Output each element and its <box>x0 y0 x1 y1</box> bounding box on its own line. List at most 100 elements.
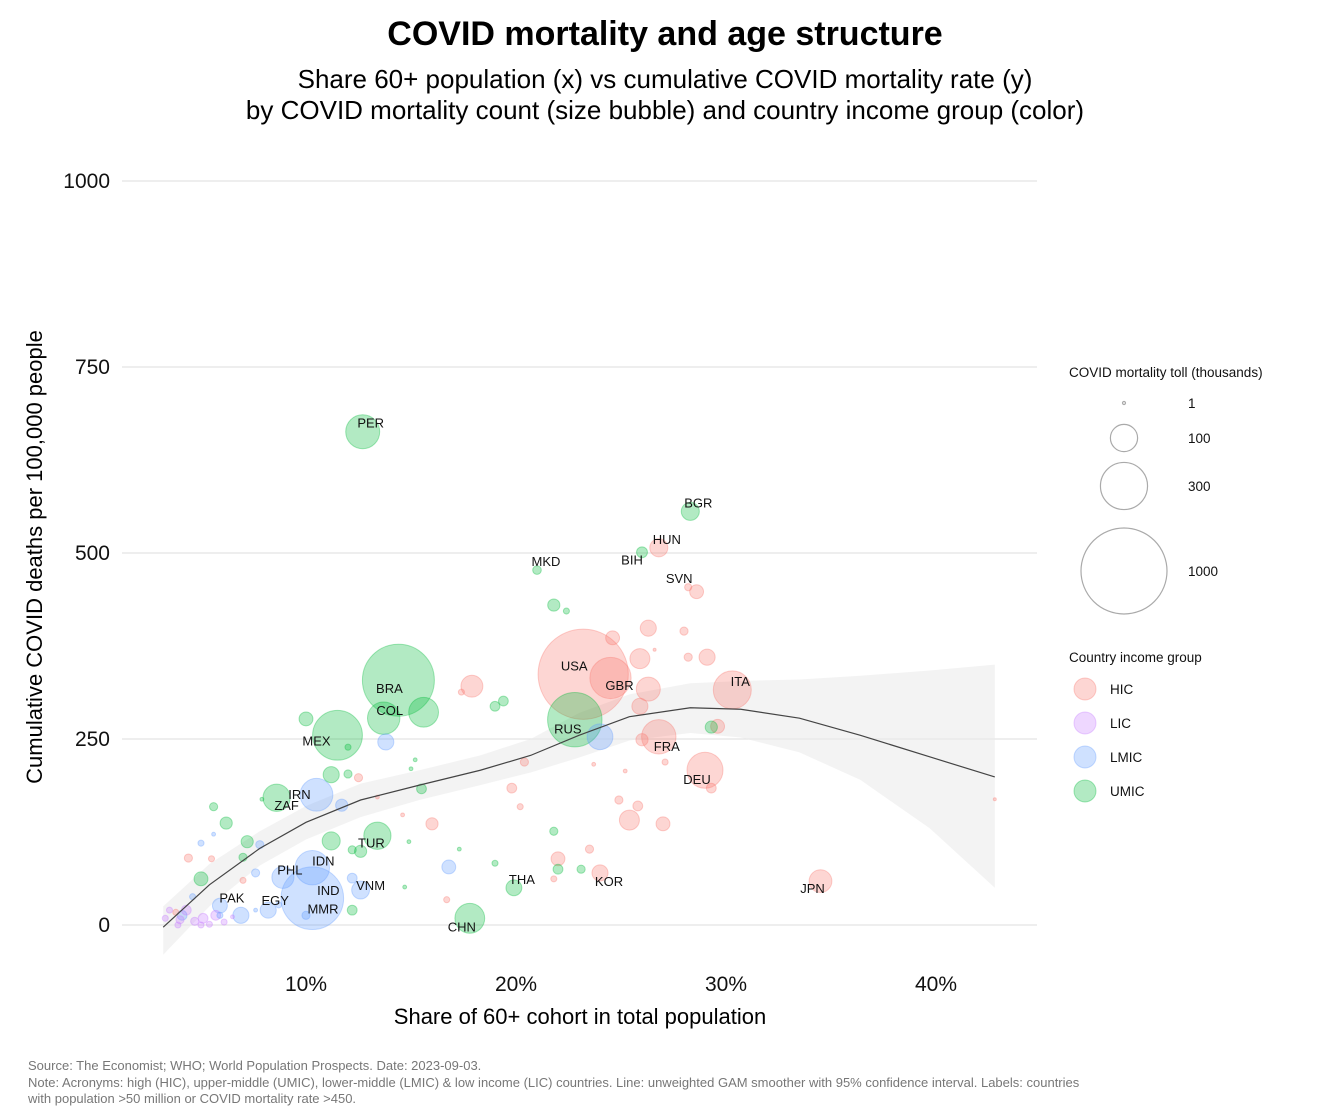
size-legend-circle <box>1099 461 1149 511</box>
bubble-umic <box>491 859 499 867</box>
bubble-bgr <box>680 501 700 521</box>
bubble-phl <box>271 865 295 889</box>
bubble-hic <box>689 584 705 600</box>
bubble-vnm <box>351 880 371 900</box>
bubble-lmic <box>197 839 205 847</box>
bubble-fra <box>641 719 677 755</box>
bubble-umic <box>497 695 509 707</box>
bubble-umic <box>347 845 357 855</box>
bubble-lic <box>230 914 235 920</box>
bubble-umic <box>412 757 418 763</box>
bubble-hic <box>629 648 651 670</box>
bubble-umic <box>406 839 412 845</box>
bubble-umic <box>456 846 462 852</box>
country-label-per: PER <box>357 416 384 431</box>
bubble-hic <box>705 782 717 794</box>
bubble-lmic <box>346 872 358 884</box>
country-label-pak: PAK <box>219 891 244 906</box>
bubble-lic <box>197 921 205 929</box>
bubble-idn <box>294 850 331 886</box>
size-legend-circle <box>1109 423 1139 453</box>
bubbles <box>161 414 997 934</box>
country-label-bra: BRA <box>376 681 403 696</box>
bubble-hic <box>992 797 997 802</box>
country-label-zaf: ZAF <box>274 798 299 813</box>
bubble-hic <box>652 647 657 652</box>
bubble-hic <box>239 876 247 884</box>
bubble-hic <box>584 844 595 854</box>
bubble-umic <box>298 711 314 727</box>
smoother-line <box>162 707 995 928</box>
bubble-lmic <box>255 840 265 850</box>
country-label-mex: MEX <box>302 733 331 748</box>
country-label-egy: EGY <box>261 893 289 908</box>
bubble-hic <box>683 652 693 662</box>
legend-label-umic: UMIC <box>1110 784 1145 799</box>
bubble-hic <box>618 809 640 831</box>
bubble-umic <box>240 835 254 849</box>
bubble-lic <box>205 920 213 928</box>
footer-note-2: with population >50 million or COVID mor… <box>27 1091 356 1106</box>
gam-smoother-line <box>162 707 995 928</box>
bubble-umic <box>322 766 340 784</box>
bubble-usa <box>537 628 629 720</box>
bubble-umic <box>552 863 564 875</box>
y-tick-label: 0 <box>98 914 110 937</box>
bubble-hic <box>443 896 451 904</box>
country-label-deu: DEU <box>683 772 710 787</box>
bubble-lmic <box>377 733 395 751</box>
country-label-mmr: MMR <box>307 901 338 916</box>
y-tick-label: 250 <box>75 728 110 751</box>
footer-source: Source: The Economist; WHO; World Popula… <box>28 1058 481 1073</box>
bubble-lmic <box>275 901 283 909</box>
bubble-svn <box>684 583 693 592</box>
bubble-lmic <box>232 906 250 924</box>
confidence-band <box>163 664 995 955</box>
bubble-hic <box>519 757 529 767</box>
country-label-tur: TUR <box>358 836 385 851</box>
bubble-hic <box>550 851 566 867</box>
country-label-usa: USA <box>561 658 588 673</box>
color-legend-title: Country income group <box>1069 650 1202 665</box>
bubble-pak <box>211 897 228 914</box>
chart-subtitle-line2: by COVID mortality count (size bubble) a… <box>246 95 1084 125</box>
y-tick-label: 500 <box>75 542 110 565</box>
confidence-interval-band <box>163 664 995 955</box>
country-label-bgr: BGR <box>684 495 712 510</box>
bubble-hic <box>183 853 193 863</box>
bubble-umic <box>549 826 559 836</box>
bubble-umic <box>576 864 586 874</box>
bubble-lmic <box>253 907 259 913</box>
bubble-hic <box>457 688 465 696</box>
bubble-hic <box>550 875 558 883</box>
bubble-jpn <box>808 869 833 893</box>
size-legend-label: 100 <box>1188 431 1211 446</box>
y-axis-ticks: 0 250 500 750 1000 <box>63 170 110 937</box>
bubble-hic <box>622 768 628 774</box>
bubble-umic <box>219 816 233 830</box>
x-tick-label: 40% <box>915 973 957 996</box>
country-label-idn: IDN <box>312 854 334 869</box>
bubble-hic <box>661 758 669 766</box>
bubble-umic <box>408 696 439 728</box>
bubble-lic <box>161 914 169 922</box>
bubble-lmic <box>251 868 261 878</box>
legend-swatch-lmic <box>1073 745 1097 769</box>
bubble-hic <box>591 761 597 767</box>
bubble-lmic <box>211 831 217 837</box>
bubble-lmic <box>441 859 457 875</box>
bubble-hic <box>400 812 406 818</box>
bubble-chn <box>454 902 486 934</box>
bubble-per <box>345 414 381 450</box>
bubble-umic <box>343 769 353 779</box>
bubble-umic <box>346 904 358 916</box>
size-legend-title: COVID mortality toll (thousands) <box>1069 365 1263 380</box>
size-legend-label: 300 <box>1188 479 1211 494</box>
bubble-hic <box>679 626 689 636</box>
bubble-umic <box>489 700 501 712</box>
size-legend: COVID mortality toll (thousands) 1 100 300… <box>1069 365 1263 615</box>
country-label-mkd: MKD <box>532 554 561 569</box>
x-axis-title: Share of 60+ cohort in total population <box>394 1004 766 1029</box>
bubble-hic <box>631 697 649 715</box>
